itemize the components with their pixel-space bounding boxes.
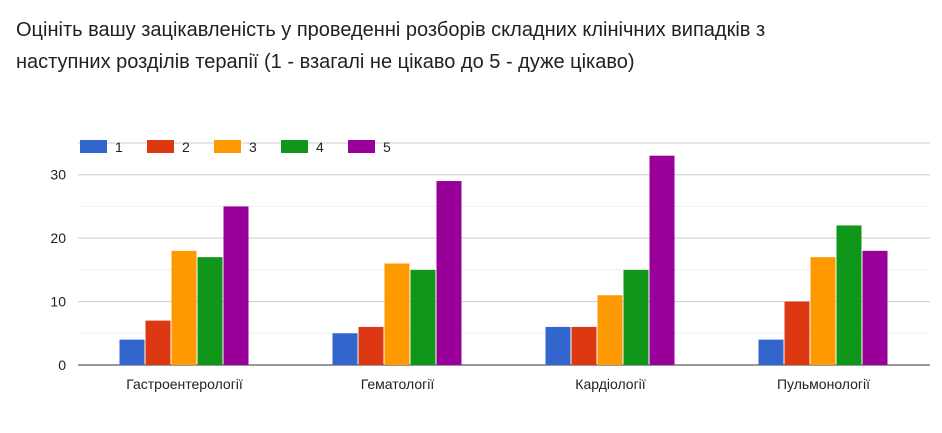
x-category-label: Пульмонології xyxy=(777,376,870,392)
bar-series-3-1[interactable] xyxy=(384,263,410,365)
bar-series-2-0[interactable] xyxy=(145,320,171,365)
bar-series-4-2[interactable] xyxy=(623,269,649,365)
legend-swatch-1[interactable] xyxy=(80,140,107,153)
bar-series-5-1[interactable] xyxy=(436,181,462,365)
bar-series-2-3[interactable] xyxy=(784,301,810,365)
x-category-label: Гастроентерології xyxy=(126,376,243,392)
x-category-label: Гематології xyxy=(361,376,435,392)
legend[interactable]: 1 2 3 4 5 xyxy=(80,139,391,155)
question-title-line-1: Оцініть вашу зацікавленість у проведенні… xyxy=(16,19,766,41)
bar-series-2-2[interactable] xyxy=(571,326,597,365)
bar-series-2-1[interactable] xyxy=(358,326,384,365)
bar-series-1-1[interactable] xyxy=(332,333,358,365)
bar-series-1-2[interactable] xyxy=(545,326,571,365)
legend-swatch-4[interactable] xyxy=(281,140,308,153)
x-axis-labels: Гастроентерології Гематології Кардіології П… xyxy=(126,376,870,392)
legend-swatch-2[interactable] xyxy=(147,140,174,153)
legend-label-2[interactable]: 2 xyxy=(182,139,190,155)
x-category-label: Кардіології xyxy=(575,376,645,392)
y-tick-label: 20 xyxy=(50,230,66,246)
bar-series-5-2[interactable] xyxy=(649,155,675,365)
bar-series-4-3[interactable] xyxy=(836,225,862,365)
bar-series-4-1[interactable] xyxy=(410,269,436,365)
legend-label-4[interactable]: 4 xyxy=(316,139,324,155)
y-tick-label: 10 xyxy=(50,294,66,310)
y-tick-label: 30 xyxy=(50,167,66,183)
bar-series-1-0[interactable] xyxy=(119,339,145,365)
bar-series-5-3[interactable] xyxy=(862,250,888,365)
y-axis: 0 10 20 30 xyxy=(50,167,66,373)
bar-series-3-3[interactable] xyxy=(810,257,836,365)
question-title-line-2: наступних розділів терапії (1 - взагалі … xyxy=(16,51,635,73)
bar-series-4-0[interactable] xyxy=(197,257,223,365)
legend-label-5[interactable]: 5 xyxy=(383,139,391,155)
legend-label-3[interactable]: 3 xyxy=(249,139,257,155)
bars xyxy=(119,155,888,365)
y-tick-label: 0 xyxy=(58,357,66,373)
bar-series-3-0[interactable] xyxy=(171,250,197,365)
bar-series-3-2[interactable] xyxy=(597,295,623,365)
legend-label-1[interactable]: 1 xyxy=(115,139,123,155)
bar-series-5-0[interactable] xyxy=(223,206,249,365)
question-title: Оцініть вашу зацікавленість у проведенні… xyxy=(16,14,916,78)
legend-swatch-3[interactable] xyxy=(214,140,241,153)
bar-series-1-3[interactable] xyxy=(758,339,784,365)
legend-swatch-5[interactable] xyxy=(348,140,375,153)
